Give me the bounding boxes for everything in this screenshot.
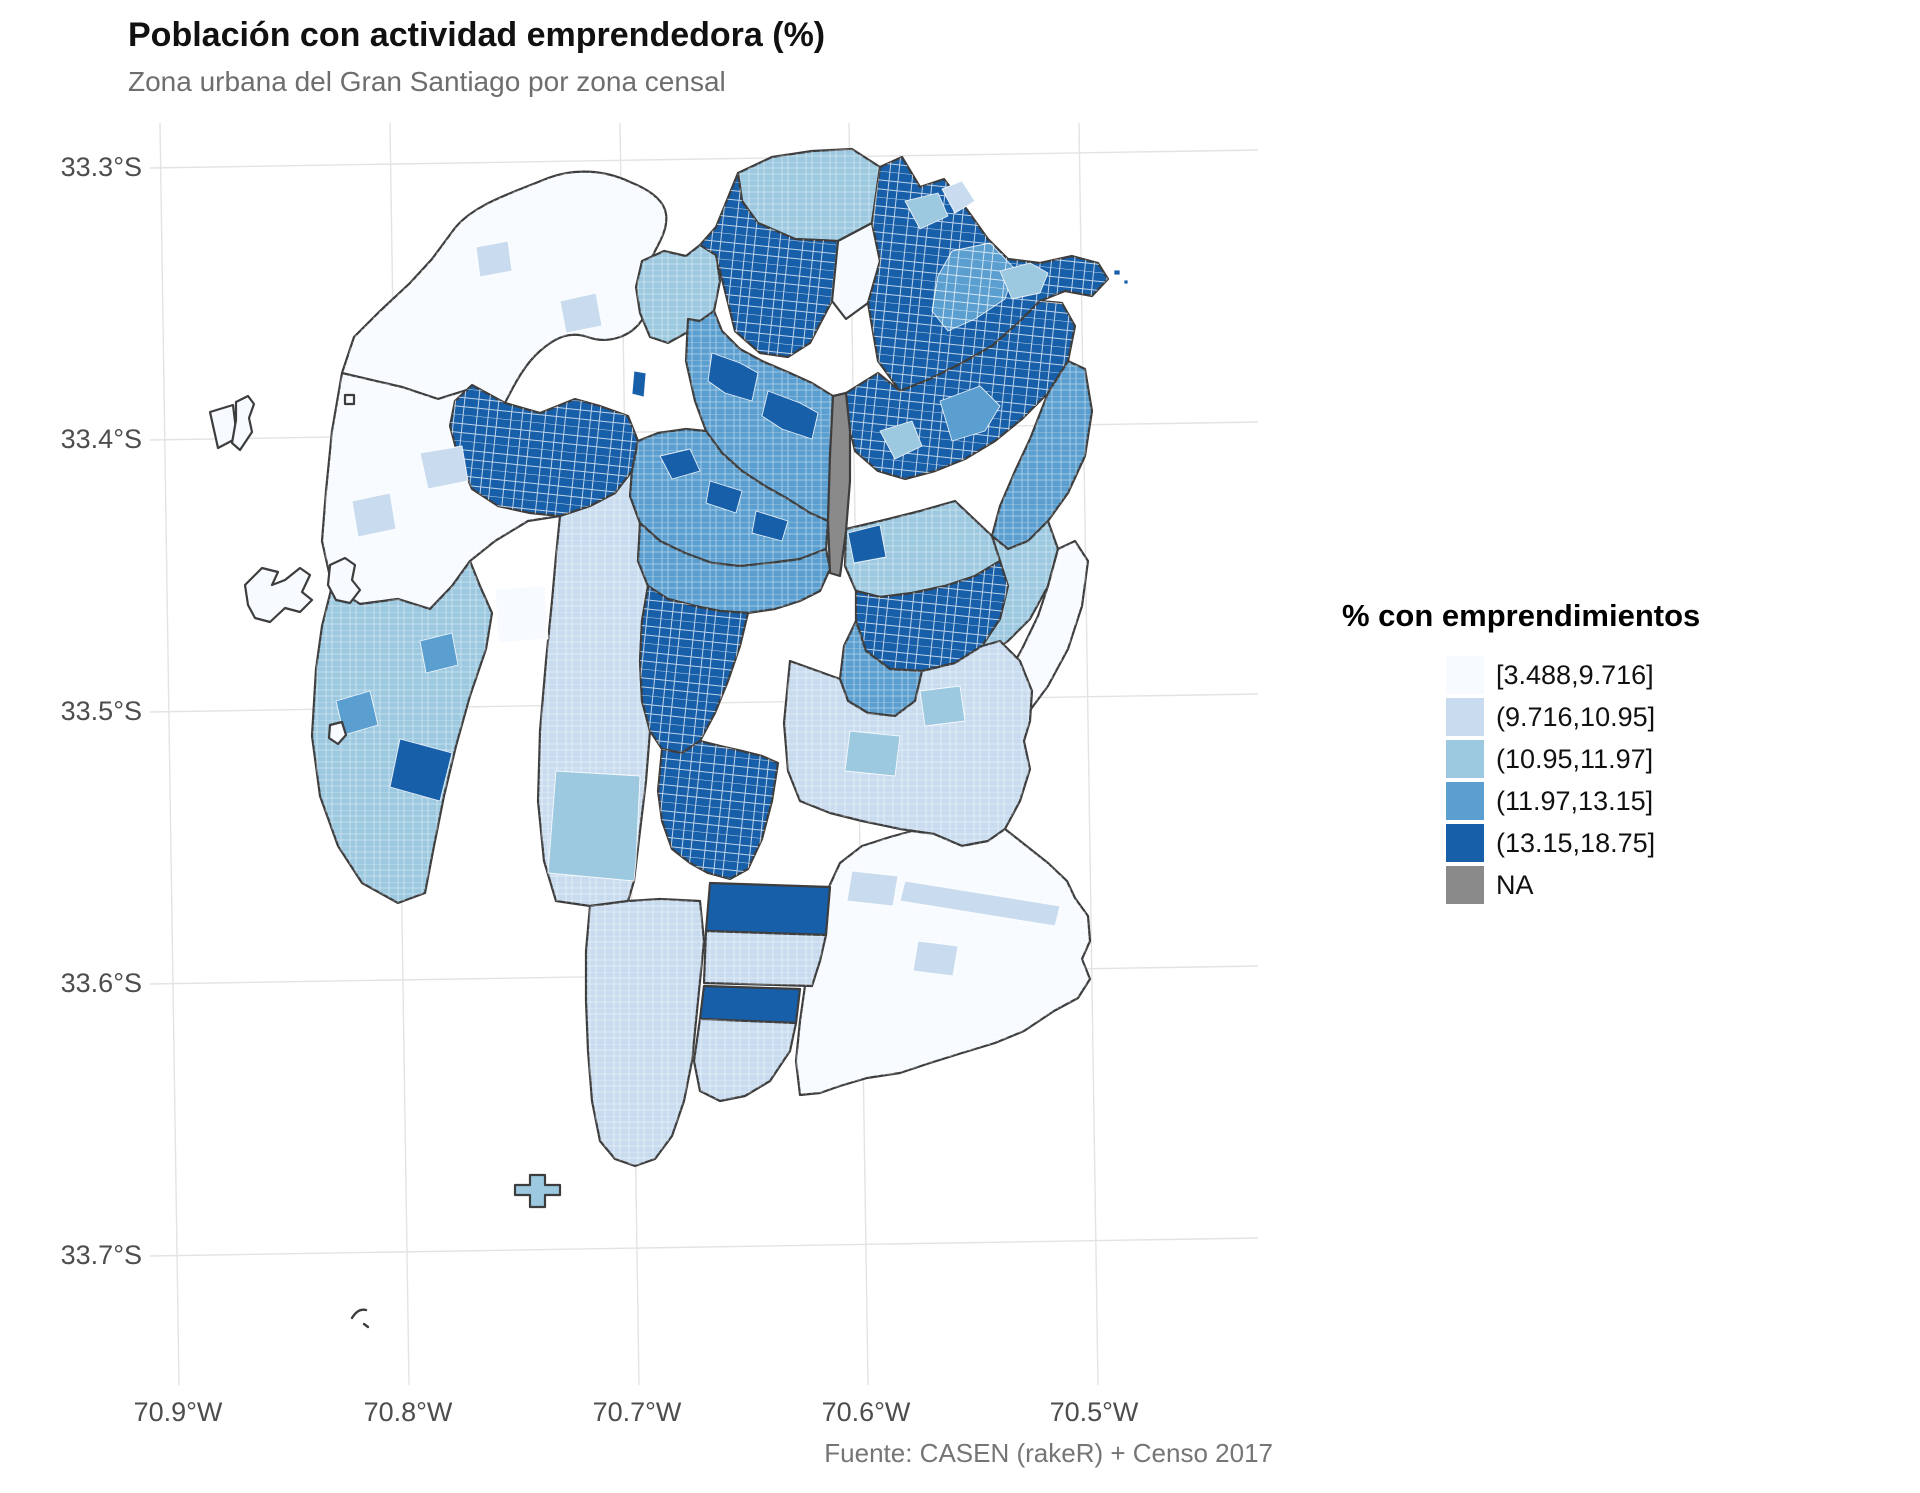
legend-swatch-c3 — [1446, 740, 1484, 778]
map-region-providencia-parcel-texture — [845, 501, 1000, 597]
map-region-cross-island — [513, 1173, 562, 1209]
map-region-island-tiny-square — [343, 393, 356, 406]
map-region-el-bosque-parcel-texture — [704, 931, 826, 986]
map-region-puente-alto-band — [899, 880, 1061, 927]
legend-label: (9.716,10.95] — [1496, 701, 1656, 732]
legend-label: (13.15,18.75] — [1496, 827, 1656, 858]
census-zone-regions — [208, 147, 1129, 1329]
map-region-pudahuel-c2-b — [419, 445, 469, 490]
map-region-santiago-dark-b — [705, 480, 743, 514]
map-region-puente-alto-c2-b — [912, 940, 959, 977]
map-region-las-condes-c4-patch — [939, 385, 1001, 442]
map-region-ne-top-zone-parcel-texture — [738, 149, 880, 241]
parallel-gridline — [149, 149, 1259, 169]
legend-swatch-na — [1446, 866, 1484, 904]
map-region-island-pair-b — [230, 394, 256, 452]
plot-title: Población con actividad emprendedora (%) — [128, 16, 826, 54]
map-region-la-florida-parcel-texture — [784, 641, 1032, 846]
plot-subtitle: Zona urbana del Gran Santiago por zona c… — [128, 66, 726, 97]
legend-label: (11.97,13.15] — [1496, 785, 1654, 816]
map-region-la-florida-c3-b — [919, 685, 966, 727]
map-region-huechuraba-dark-parcel-texture — [700, 173, 838, 357]
map-region-ne-tail-speck-a — [1113, 269, 1121, 276]
legend-label: [3.488,9.716] — [1496, 659, 1654, 690]
legend-row: NA — [1446, 866, 1655, 904]
map-region-macul-parcel-texture — [840, 621, 922, 716]
meridian-gridline — [159, 122, 180, 1386]
legend-title: % con emprendimientos — [1342, 598, 1701, 633]
y-tick-label-33.4°S: 33.4°S — [60, 424, 142, 454]
meridian-gridline — [1078, 122, 1099, 1386]
x-tick-label-70.7°W: 70.7°W — [592, 1397, 682, 1427]
legend-swatch-c2 — [1446, 698, 1484, 736]
y-tick-label-33.5°S: 33.5°S — [60, 696, 142, 726]
map-region-south-speck-curve — [350, 1308, 368, 1320]
legend-swatch-c5 — [1446, 824, 1484, 862]
map-region-band-dark-south — [698, 984, 802, 1025]
map-region-recoleta-dark-a — [707, 352, 759, 402]
map-region-recoleta-dark-b — [761, 390, 819, 440]
map-region-quilicura-parcel-texture — [342, 171, 667, 403]
map-region-quilicura-c2-b — [475, 240, 513, 278]
x-tick-label-70.9°W: 70.9°W — [133, 1397, 223, 1427]
map-region-san-bernardo-parcel-texture — [586, 899, 704, 1166]
map-region-ne-c3-patch-west — [904, 192, 949, 230]
map-region-maipu-c4-b — [419, 632, 459, 674]
legend-row: (11.97,13.15] — [1446, 782, 1655, 820]
map-region-san-miguel-parcel-texture — [638, 523, 830, 613]
map-region-ne-c2-patch — [941, 180, 976, 214]
map-region-santiago-dark-c — [751, 510, 789, 542]
map-region-pudahuel-c2-a — [351, 492, 397, 538]
map-region-la-florida-c3-a — [844, 730, 901, 777]
map-region-aerodromo-zone — [547, 770, 641, 882]
y-tick-label-33.7°S: 33.7°S — [60, 1240, 142, 1270]
source-caption: Fuente: CASEN (rakeR) + Censo 2017 — [824, 1438, 1273, 1468]
map-region-island-cluster-east — [326, 556, 362, 605]
map-region-island-cluster-west — [243, 566, 314, 624]
x-tick-label-70.6°W: 70.6°W — [821, 1397, 911, 1427]
map-region-conchali-north-parcel-texture — [636, 245, 720, 343]
map-region-band-dark-north — [704, 881, 832, 937]
map-region-nunoa-parcel-texture — [856, 561, 1008, 671]
map-region-ne-c4-zone-parcel-texture — [932, 243, 1015, 331]
map-region-south-speck-dot — [362, 1322, 370, 1329]
legend-label: NA — [1496, 869, 1534, 900]
map-region-providencia-dark — [847, 524, 887, 564]
map-region-las-condes-c3-patch — [879, 420, 923, 460]
legend-row: (10.95,11.97] — [1446, 740, 1655, 778]
legend-row: [3.488,9.716] — [1446, 656, 1655, 694]
legend-swatch-c4 — [1446, 782, 1484, 820]
parallel-gridline — [149, 1237, 1259, 1257]
map-region-puente-alto-c2-a — [846, 870, 899, 907]
map-region-quilicura-c2-a — [559, 292, 603, 334]
x-tick-label-70.8°W: 70.8°W — [363, 1397, 453, 1427]
map-region-renca-dark-sliver — [631, 370, 647, 398]
legend-swatch-c1 — [1446, 656, 1484, 694]
map-region-island-small-mid — [327, 720, 348, 746]
map-region-la-reina-parcel-texture — [992, 361, 1092, 549]
map-region-center-west-dark-parcel-texture — [450, 385, 638, 516]
map-region-la-granja-dark-parcel-texture — [658, 741, 778, 879]
legend-keys: [3.488,9.716] (9.716,10.95] (10.95,11.97] (… — [1446, 656, 1655, 908]
map-region-maipu-dark-parcel — [389, 738, 453, 802]
legend-row: (13.15,18.75] — [1446, 824, 1655, 862]
y-tick-label-33.3°S: 33.3°S — [60, 152, 142, 182]
map-region-san-joaquin-dark-parcel-texture — [640, 586, 748, 753]
legend-row: (9.716,10.95] — [1446, 698, 1655, 736]
map-region-ne-c3-patch-east — [999, 262, 1049, 300]
legend-label: (10.95,11.97] — [1496, 743, 1654, 774]
map-region-la-pintana-south-parcel-texture — [694, 1019, 796, 1101]
map-region-ne-tail-speck-b — [1123, 279, 1129, 285]
map-region-santiago-dark-a — [659, 448, 701, 480]
x-tick-label-70.5°W: 70.5°W — [1049, 1397, 1139, 1427]
y-tick-label-33.6°S: 33.6°S — [60, 968, 142, 998]
map-region-na-zone — [826, 391, 852, 578]
map-region-cerrillos-white-zone — [494, 585, 549, 644]
